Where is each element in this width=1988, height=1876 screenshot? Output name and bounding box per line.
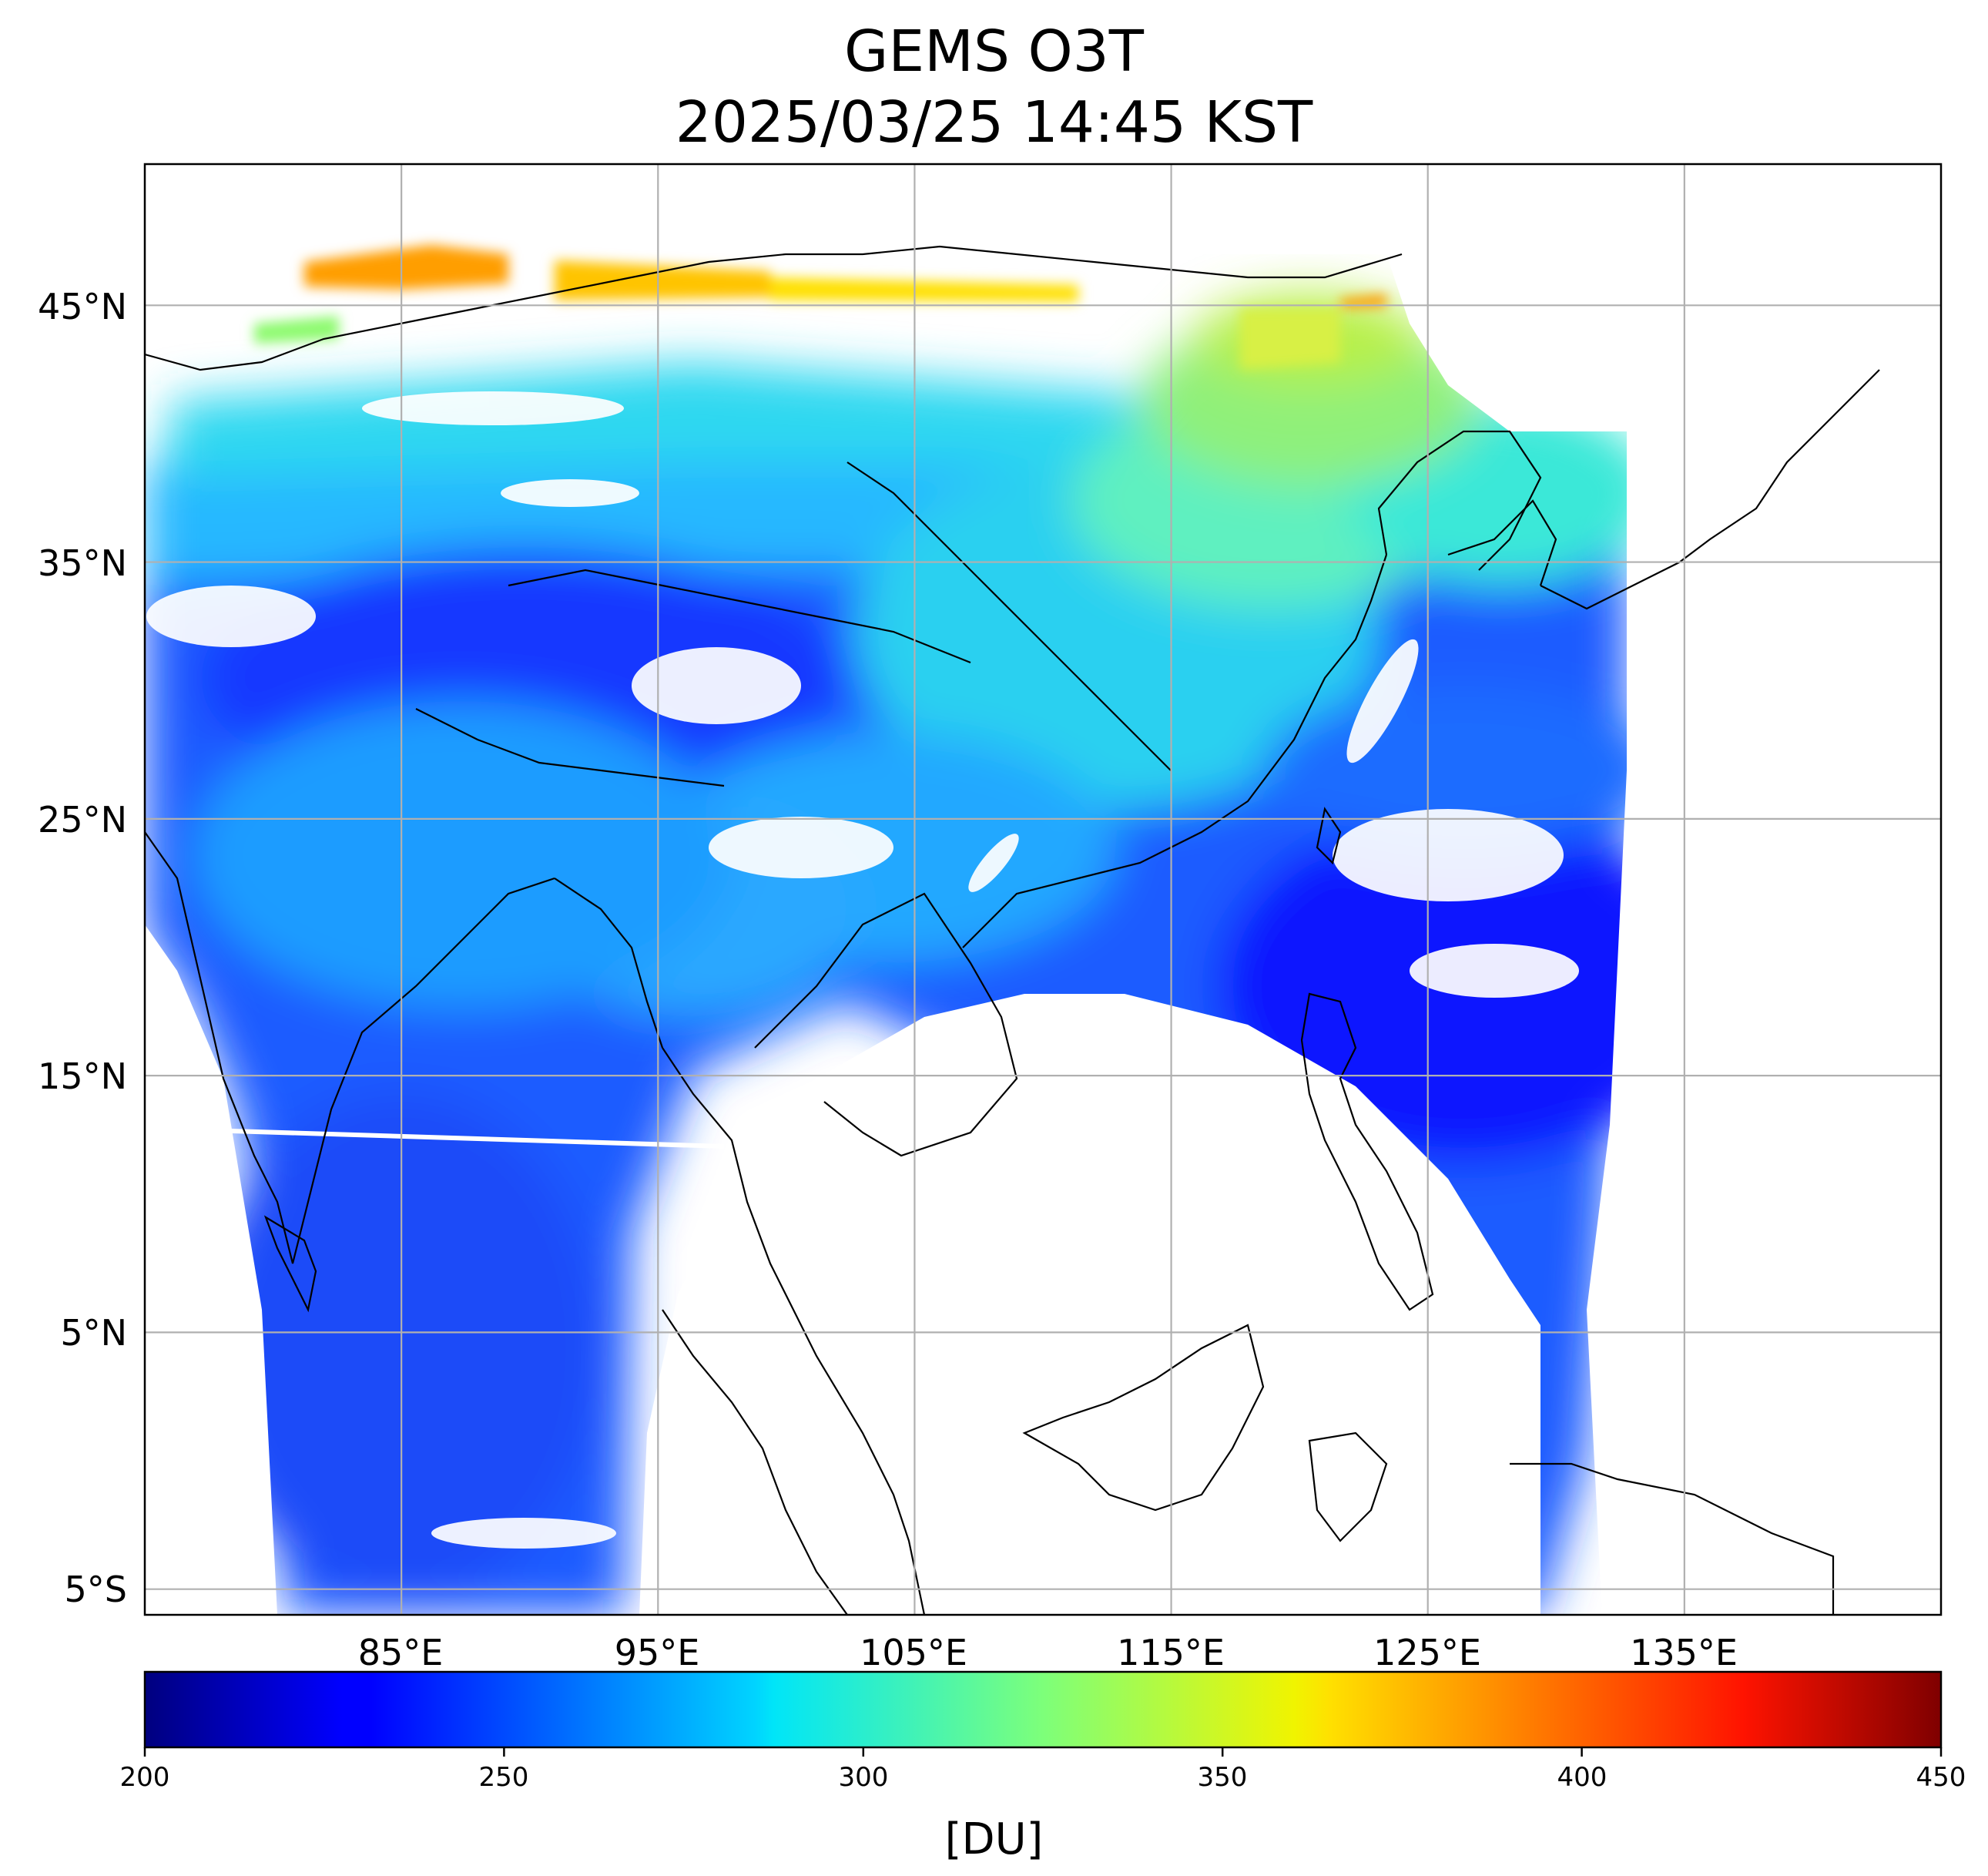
lat-label-5s: 5°S (64, 1569, 127, 1610)
lon-label-125e: 125°E (1373, 1632, 1481, 1673)
lat-label-35n: 35°N (38, 542, 127, 584)
colorbar-tick-250: 250 (478, 1762, 529, 1793)
coastlines (145, 245, 1880, 1615)
chart-title: GEMS O3T (844, 18, 1144, 85)
colorbar-tick-200: 200 (119, 1762, 170, 1793)
colorbar-tick-400: 400 (1557, 1762, 1607, 1793)
ozone-field (145, 164, 1941, 1615)
lon-label-115e: 115°E (1117, 1632, 1225, 1673)
gridlines (145, 164, 1941, 1615)
lat-label-25n: 25°N (38, 799, 127, 841)
colorbar-tick-350: 350 (1197, 1762, 1248, 1793)
lon-label-105e: 105°E (860, 1632, 967, 1673)
map-frame (143, 163, 1943, 1616)
lat-label-15n: 15°N (38, 1055, 127, 1097)
colorbar-frame (143, 1670, 1943, 1749)
lon-label-135e: 135°E (1630, 1632, 1738, 1673)
lat-label-5n: 5°N (60, 1312, 127, 1354)
lon-label-85e: 85°E (357, 1632, 444, 1673)
lon-label-95e: 95°E (614, 1632, 700, 1673)
lat-label-45n: 45°N (38, 286, 127, 327)
colorbar (145, 1672, 1941, 1747)
colorbar-tick-450: 450 (1916, 1762, 1966, 1793)
chart-subtitle: 2025/03/25 14:45 KST (675, 89, 1313, 156)
colorbar-tick-300: 300 (838, 1762, 889, 1793)
colorbar-tick-marks (143, 1747, 1943, 1757)
colorbar-unit-label: [DU] (944, 1814, 1044, 1864)
